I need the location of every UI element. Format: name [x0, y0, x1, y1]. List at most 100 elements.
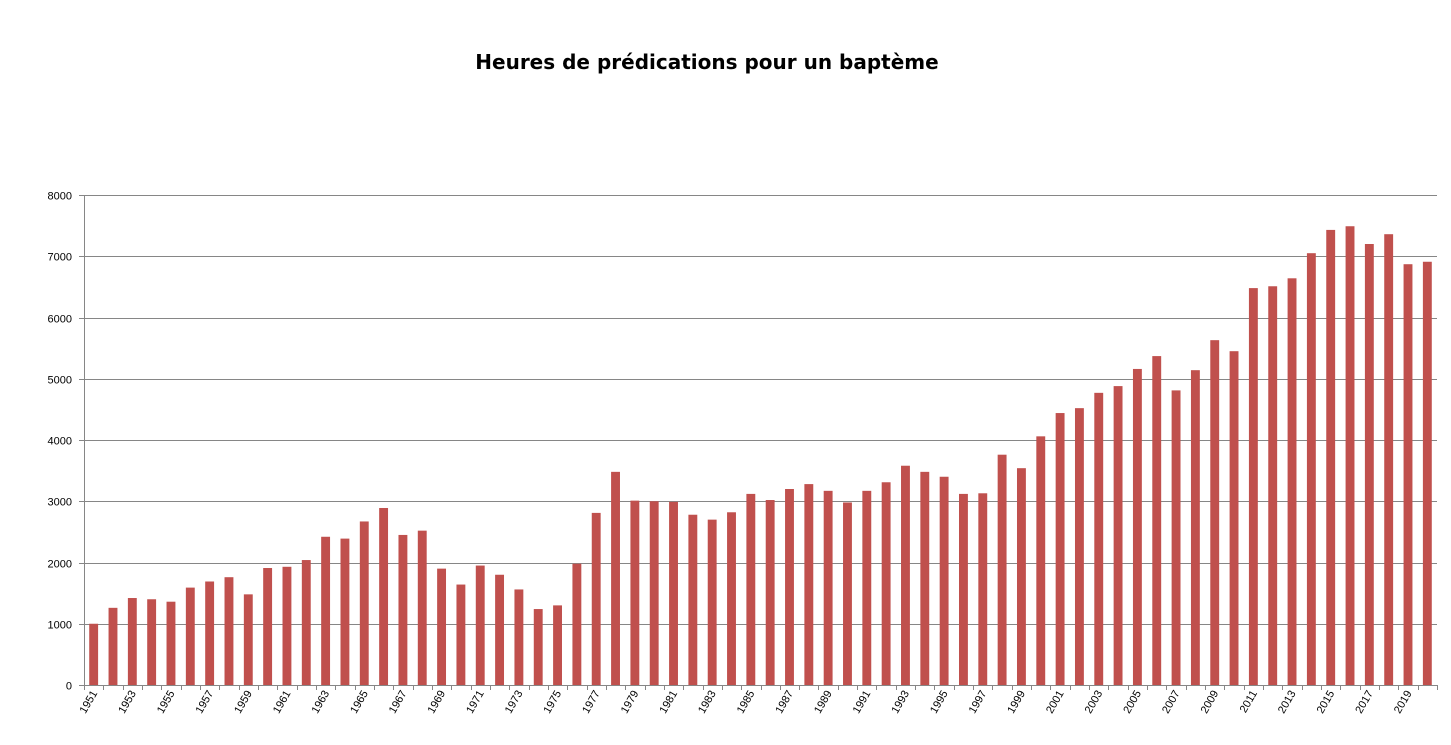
bar-1997: [978, 493, 988, 685]
bar-2019: [1403, 264, 1413, 685]
x-tick-label-2007: 2007: [1160, 689, 1183, 716]
bar-1976: [572, 563, 582, 685]
y-tick-label-6000: 6000: [48, 314, 72, 326]
x-tick-label-2005: 2005: [1121, 689, 1144, 716]
x-tick-label-1993: 1993: [889, 689, 912, 716]
y-tick-labels: 0 1000 2000 3000 4000 5000 6000 7000 8000: [48, 191, 72, 693]
y-tick-label-2000: 2000: [48, 559, 72, 571]
bar-2012: [1268, 286, 1278, 685]
bar-1987: [785, 489, 794, 685]
bar-1998: [997, 454, 1007, 685]
bar-2016: [1345, 226, 1355, 686]
bar-1960: [263, 568, 273, 685]
bar-2013: [1287, 278, 1297, 685]
bar-1956: [185, 587, 195, 685]
bar-1952: [108, 607, 118, 685]
x-tick-label-1953: 1953: [116, 689, 139, 716]
x-tick-label-1977: 1977: [580, 689, 603, 716]
bar-2005: [1132, 368, 1142, 685]
bar-1951: [89, 623, 99, 685]
bar-1992: [881, 482, 891, 685]
bar-2001: [1055, 413, 1065, 685]
bar-1967: [398, 534, 408, 685]
bar-1954: [147, 599, 157, 685]
x-tick-labels: 1951 1953 1955 1957 1959 1961 1963 1965 1967 1969…: [78, 689, 1415, 716]
bar-1974: [533, 609, 543, 685]
y-tick-label-1000: 1000: [48, 620, 72, 632]
bar-1978: [611, 471, 620, 685]
x-tick-label-1957: 1957: [194, 689, 217, 716]
bar-2020: [1422, 261, 1432, 685]
x-tick-label-1997: 1997: [967, 689, 990, 716]
bar-1990: [843, 502, 852, 685]
bar-1962: [301, 560, 311, 685]
x-tick-label-2019: 2019: [1392, 689, 1415, 716]
x-tick-label-1973: 1973: [503, 689, 526, 716]
bar-1977: [591, 512, 601, 685]
y-tick-label-8000: 8000: [48, 191, 72, 203]
bar-1989: [823, 490, 833, 685]
bar-1986: [765, 500, 775, 685]
bar-1958: [224, 577, 234, 685]
bar-2008: [1190, 370, 1200, 685]
x-tick-label-1963: 1963: [310, 689, 333, 716]
x-tick-label-2009: 2009: [1199, 689, 1222, 716]
bar-2002: [1074, 408, 1084, 685]
bar-2009: [1210, 340, 1220, 685]
bar-1981: [669, 501, 678, 685]
bar-1972: [495, 574, 505, 685]
bar-1959: [243, 594, 253, 685]
y-tick-label-3000: 3000: [48, 497, 72, 509]
bar-1979: [630, 500, 640, 685]
bar-2017: [1364, 244, 1374, 685]
bar-1953: [127, 598, 137, 685]
bar-1991: [862, 490, 872, 685]
x-tick-label-1967: 1967: [387, 689, 410, 716]
bar-2004: [1113, 386, 1123, 685]
x-tick-label-1999: 1999: [1005, 689, 1028, 716]
bar-1963: [321, 536, 331, 685]
bar-2003: [1094, 392, 1104, 685]
x-tick-label-1985: 1985: [735, 689, 758, 716]
bar-1980: [649, 501, 659, 685]
bar-1999: [1016, 468, 1026, 685]
bar-2006: [1152, 356, 1162, 685]
bar-1982: [688, 514, 698, 685]
x-tick-label-1959: 1959: [232, 689, 255, 716]
x-tick-label-1969: 1969: [426, 689, 449, 716]
bar-1966: [379, 507, 389, 685]
x-tick-label-2003: 2003: [1083, 689, 1106, 716]
bar-2014: [1306, 253, 1316, 685]
bar-1984: [727, 512, 736, 685]
bar-1975: [553, 605, 562, 686]
bar-2007: [1171, 390, 1181, 685]
x-tick-label-1989: 1989: [812, 689, 835, 716]
bar-1955: [166, 601, 176, 685]
x-tick-label-1955: 1955: [155, 689, 178, 716]
bar-2000: [1036, 436, 1046, 685]
x-tick-label-1983: 1983: [696, 689, 719, 716]
bar-1996: [959, 493, 968, 685]
x-tick-label-1981: 1981: [657, 689, 680, 716]
bar-1969: [437, 568, 447, 686]
x-tick-label-1975: 1975: [542, 689, 565, 716]
x-tick-label-1961: 1961: [271, 689, 294, 716]
x-tick-label-2017: 2017: [1353, 689, 1376, 716]
axes: [79, 195, 1438, 690]
bar-2015: [1326, 229, 1336, 685]
bar-1993: [901, 465, 910, 685]
y-tick-label-0: 0: [66, 681, 72, 693]
bar-1964: [340, 538, 350, 685]
bar-1961: [282, 566, 292, 685]
bar-1971: [475, 565, 485, 685]
bar-2018: [1384, 234, 1394, 685]
bar-1988: [804, 484, 814, 685]
x-tick-label-1971: 1971: [464, 689, 487, 716]
x-tick-label-2001: 2001: [1044, 689, 1067, 716]
y-tick-label-5000: 5000: [48, 375, 72, 387]
y-tick-label-4000: 4000: [48, 436, 72, 448]
bar-1965: [359, 521, 369, 685]
bar-1994: [920, 471, 930, 685]
